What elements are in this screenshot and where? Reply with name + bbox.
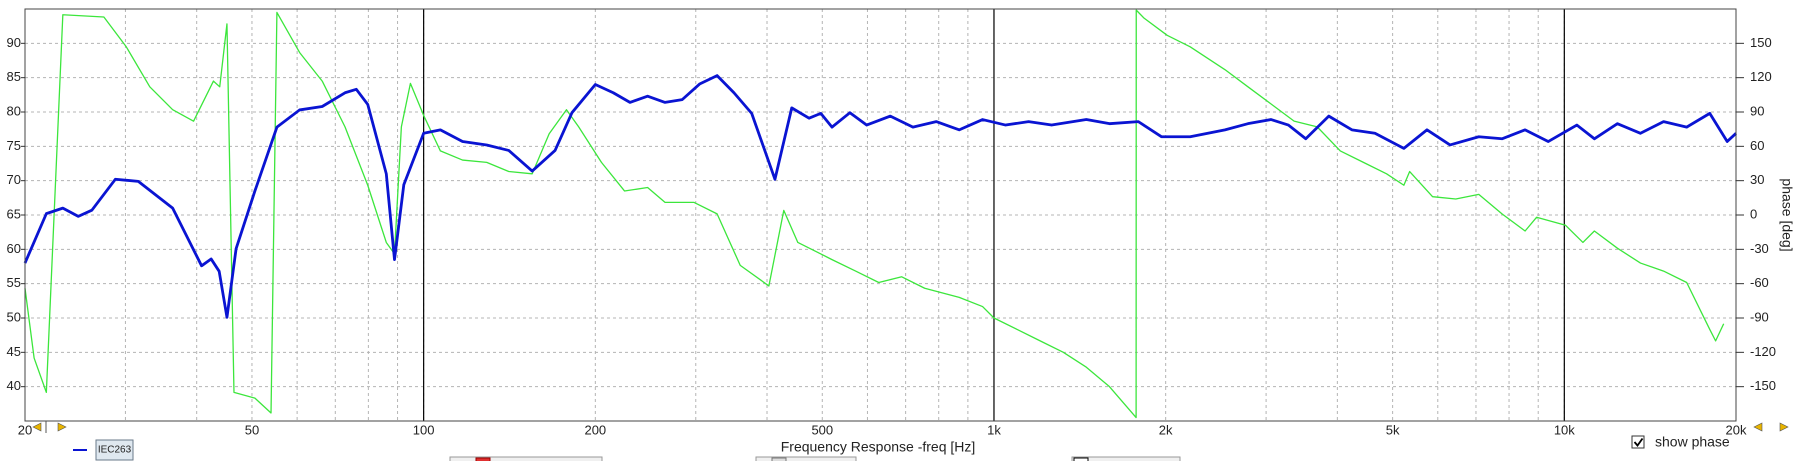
toolbar-button[interactable] — [1071, 456, 1181, 461]
x-tick-label: 2k — [1159, 422, 1173, 437]
y-tick-label: 55 — [7, 275, 21, 290]
y2-tick-label: 30 — [1750, 172, 1764, 187]
toolbar-button[interactable] — [755, 456, 857, 461]
x-tick-label: 10k — [1554, 422, 1575, 437]
toolbar-button[interactable] — [449, 456, 603, 461]
y2-tick-label: -150 — [1750, 378, 1776, 393]
y-tick-label: 70 — [7, 172, 21, 187]
checkbox-label[interactable]: show phase — [1655, 434, 1730, 450]
y-tick-label: 65 — [7, 206, 21, 221]
y-tick-label: 85 — [7, 69, 21, 84]
x-tick-label: 200 — [584, 422, 606, 437]
nav-arrows-left[interactable] — [32, 421, 67, 433]
y2-tick-label: -60 — [1750, 275, 1769, 290]
button-icon — [475, 457, 491, 461]
x-tick-label: 1k — [987, 422, 1001, 437]
y-tick-label: 50 — [7, 309, 21, 324]
x-tick-label: 100 — [413, 422, 435, 437]
arrow-right[interactable] — [1779, 422, 1789, 432]
y2-axis-label: phase [deg] — [1779, 178, 1795, 251]
x-tick-label: 500 — [811, 422, 833, 437]
y-tick-label: 80 — [7, 103, 21, 118]
grid-layer — [24, 9, 1737, 421]
x-tick-label: 20 — [18, 422, 32, 437]
button-icon — [1073, 457, 1089, 461]
arrow-left[interactable] — [32, 422, 42, 432]
legend-box[interactable] — [95, 439, 134, 461]
checkmark — [1633, 437, 1644, 447]
y2-tick-label: 150 — [1750, 35, 1772, 50]
x-tick-label: 20k — [1726, 422, 1747, 437]
x-tick-label: 5k — [1386, 422, 1400, 437]
y2-tick-label: 120 — [1750, 69, 1772, 84]
response-line — [23, 74, 1737, 319]
arrow-right[interactable] — [57, 422, 67, 432]
y2-tick-label: -30 — [1750, 241, 1769, 256]
y2-tick-label: 0 — [1750, 206, 1757, 221]
y2-tick-label: -120 — [1750, 344, 1776, 359]
y-tick-label: 60 — [7, 241, 21, 256]
y2-tick-label: 60 — [1750, 138, 1764, 153]
y2-tick-label: -90 — [1750, 309, 1769, 324]
y2-tick-label: 90 — [1750, 103, 1764, 118]
arrow-left[interactable] — [1753, 422, 1763, 432]
x-axis-label: Frequency Response -freq [Hz] — [781, 439, 976, 455]
phase-line — [24, 9, 1725, 419]
axis-layer: 40 45 50 55 60 65 70 75 80 85 90 -150 -120 -90 -60 -30 0… — [7, 35, 1777, 438]
data-layer — [23, 9, 1737, 419]
y-tick-label: 40 — [7, 378, 21, 393]
y-tick-label: 75 — [7, 138, 21, 153]
y-tick-label: 45 — [7, 344, 21, 359]
button-icon — [771, 457, 787, 461]
checkbox[interactable] — [1631, 435, 1645, 449]
nav-arrows-right[interactable] — [1753, 422, 1789, 432]
x-tick-label: 50 — [245, 422, 259, 437]
y-tick-label: 90 — [7, 35, 21, 50]
legend-label[interactable]: IEC263 — [98, 445, 132, 456]
